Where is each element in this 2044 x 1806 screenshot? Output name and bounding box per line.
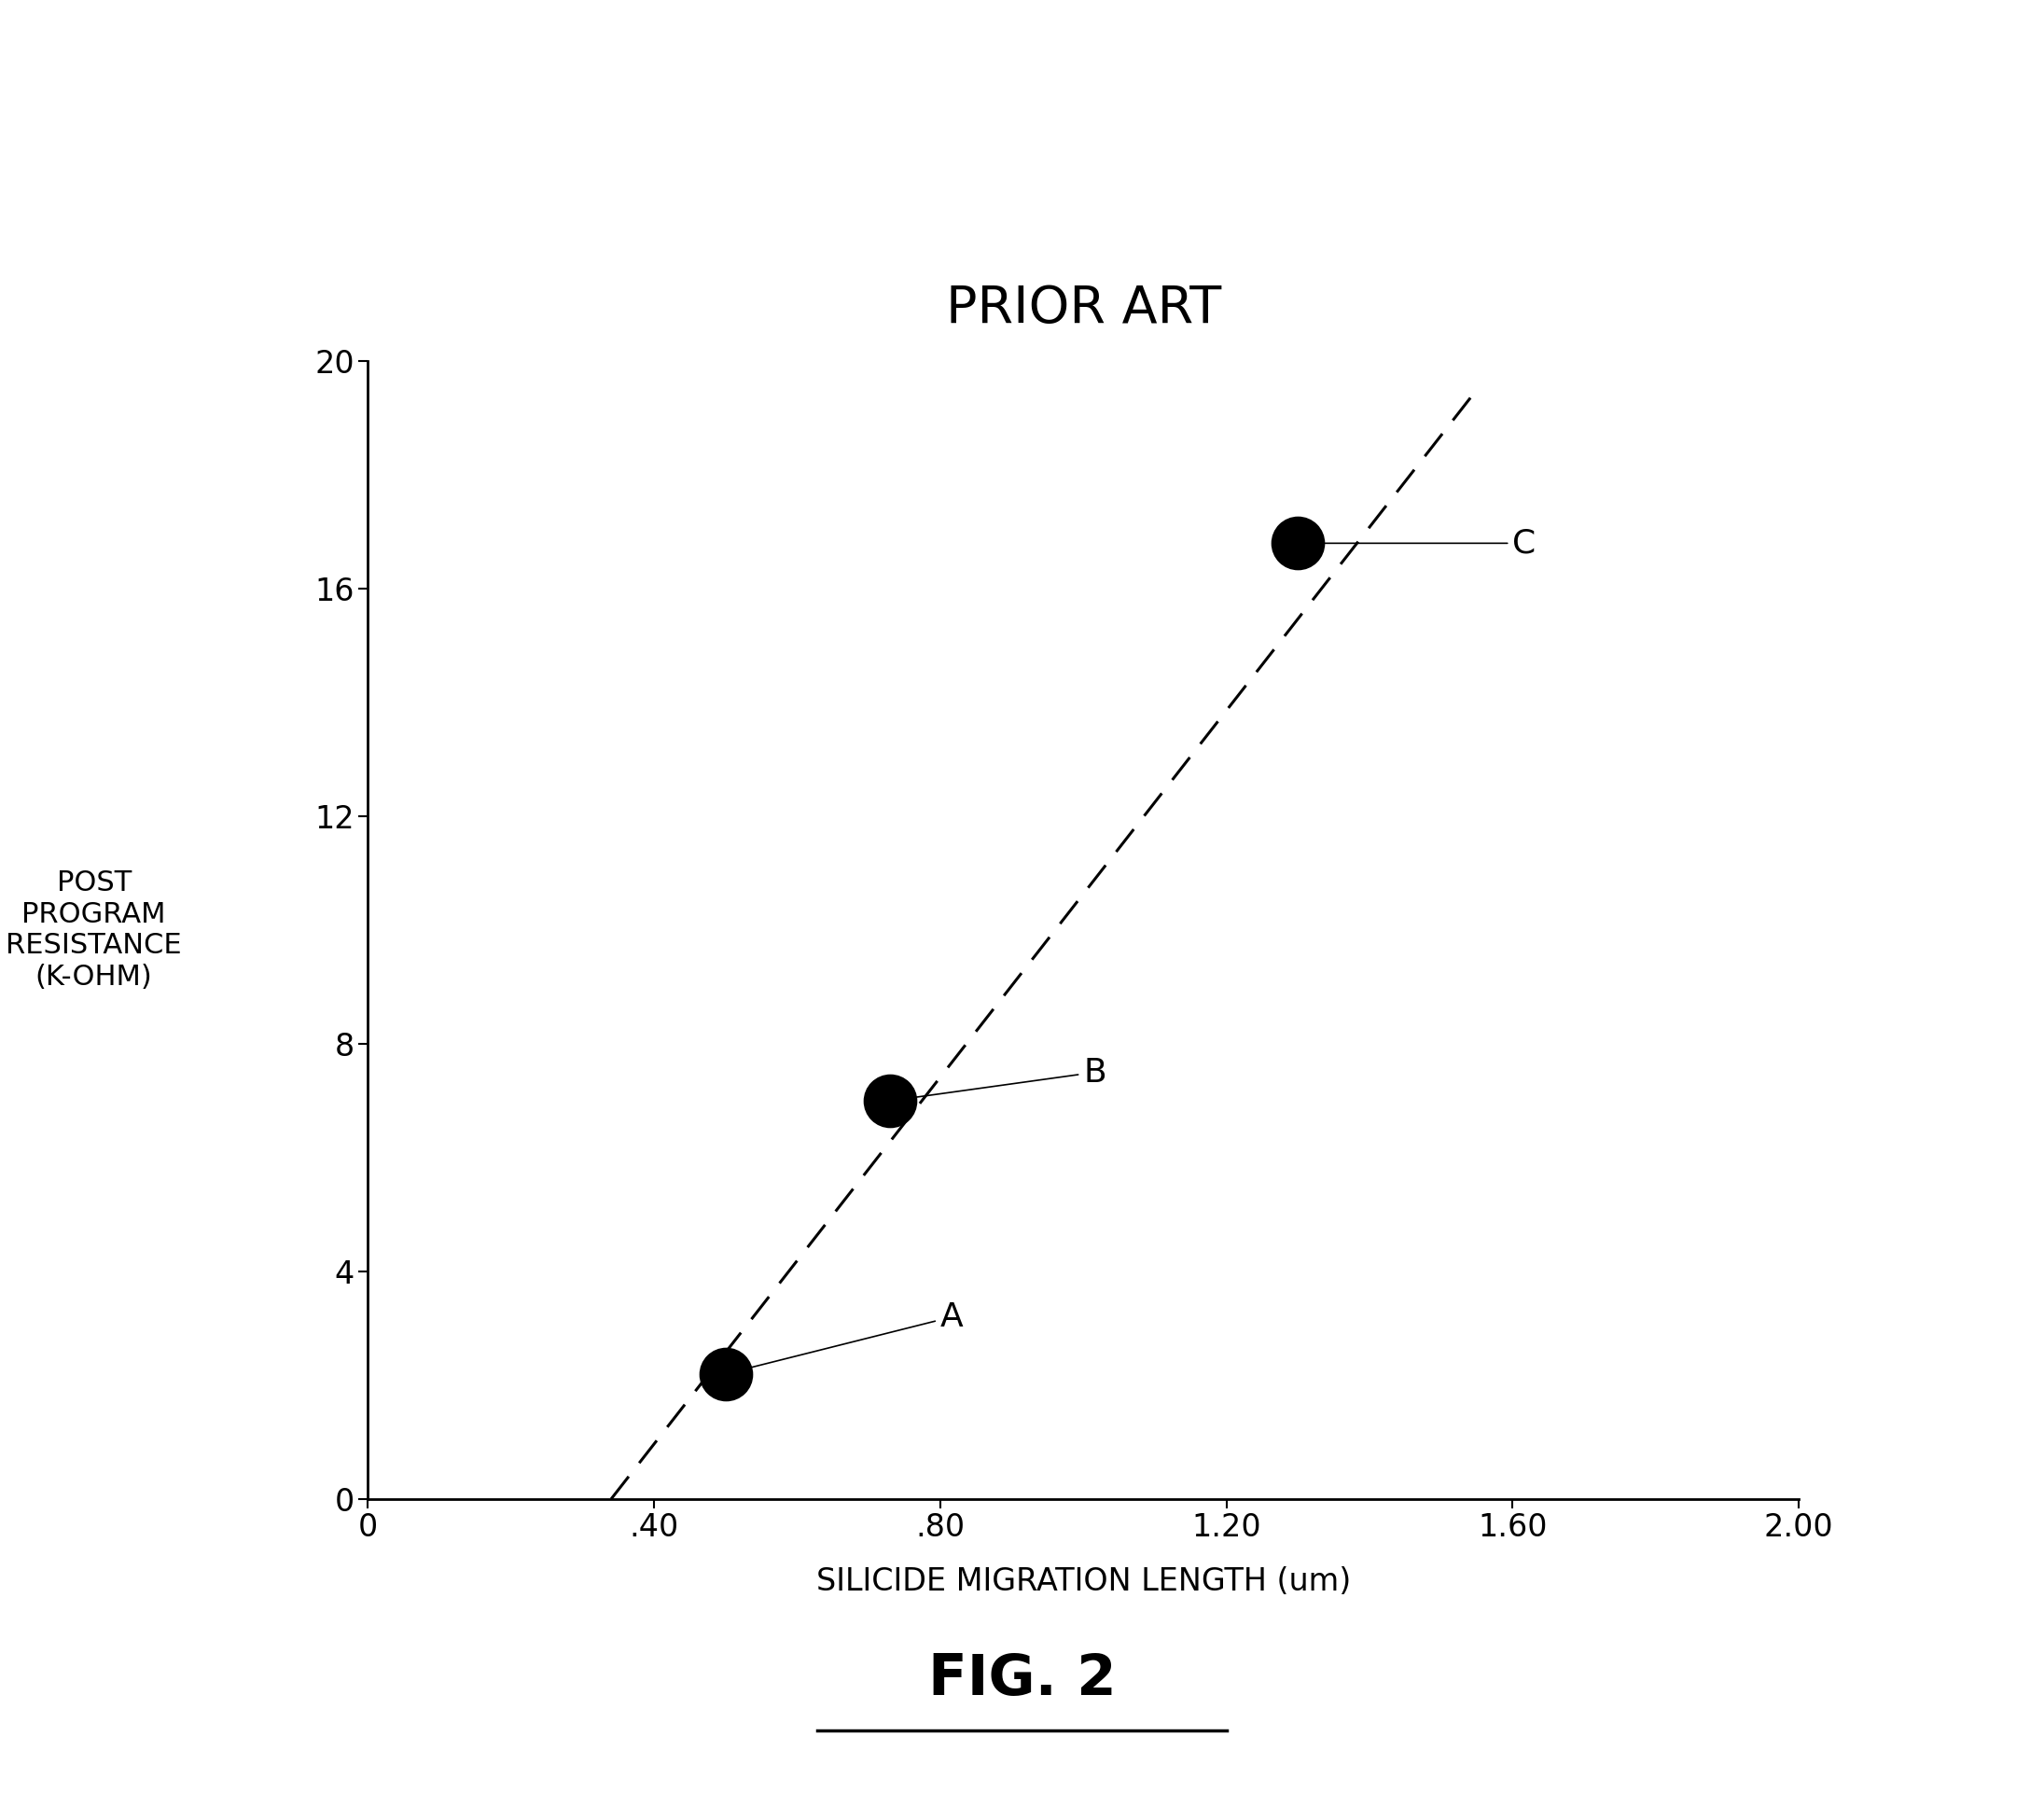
Text: FIG. 2: FIG. 2 — [928, 1652, 1116, 1707]
X-axis label: SILICIDE MIGRATION LENGTH (um): SILICIDE MIGRATION LENGTH (um) — [816, 1566, 1351, 1598]
Title: PRIOR ART: PRIOR ART — [946, 284, 1220, 334]
Text: A: A — [728, 1300, 963, 1373]
Point — [873, 1085, 905, 1114]
Text: B: B — [893, 1057, 1106, 1100]
Point — [709, 1360, 742, 1389]
Point — [1282, 529, 1314, 558]
Y-axis label: POST
PROGRAM
RESISTANCE
(K-OHM): POST PROGRAM RESISTANCE (K-OHM) — [6, 869, 182, 991]
Text: C: C — [1300, 527, 1537, 560]
